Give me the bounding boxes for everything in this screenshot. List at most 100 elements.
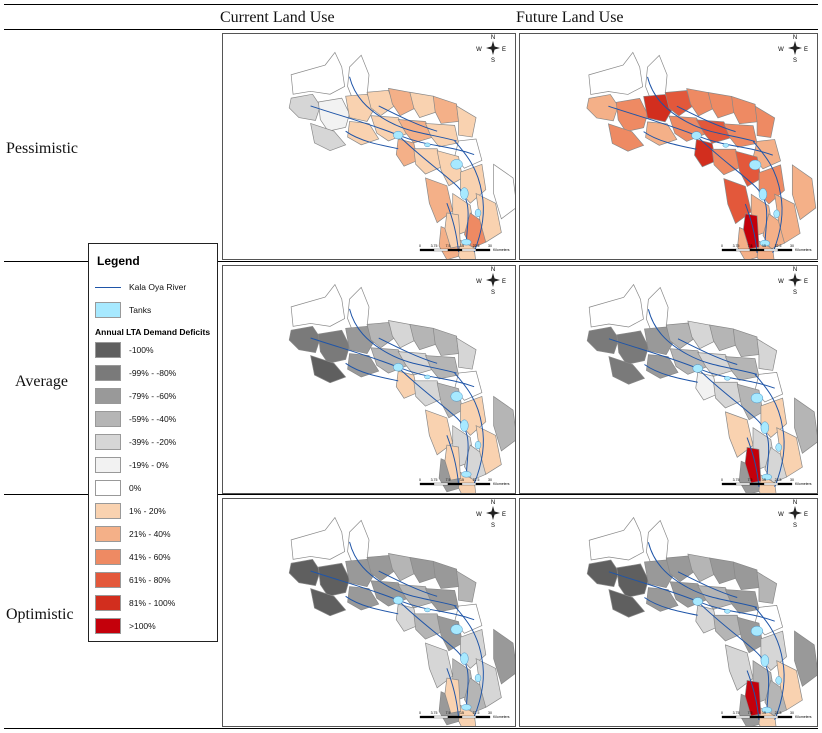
sub-catchment <box>290 283 346 327</box>
sub-catchment <box>586 94 619 122</box>
river-line <box>772 194 783 254</box>
north-arrow-label: E <box>502 512 506 518</box>
sub-catchment <box>409 91 438 118</box>
column-header-current: Current Land Use <box>220 9 335 26</box>
legend-tanks-label: Tanks <box>129 305 152 315</box>
north-arrow-label: N <box>491 500 495 506</box>
scale-tick-label: 22.5 <box>473 478 480 482</box>
sub-catchment <box>454 138 483 169</box>
tank <box>775 676 782 685</box>
river-line <box>754 607 784 661</box>
tank <box>692 364 703 373</box>
tank <box>750 625 764 637</box>
north-arrow-label: W <box>778 279 784 285</box>
tank <box>724 376 731 381</box>
sub-catchment <box>588 283 644 328</box>
legend-swatch <box>95 618 121 634</box>
legend-swatch <box>95 480 121 496</box>
sub-catchment <box>616 563 649 598</box>
river-line <box>378 337 438 364</box>
scale-unit-label: Kilometers <box>493 482 510 486</box>
map-panel-average-future: N S E W 0 3.75 7.5 15 22.5 30 Kilometers <box>519 265 818 494</box>
north-arrow-label: S <box>491 58 495 64</box>
sub-catchment <box>310 122 347 152</box>
river-line <box>643 131 697 150</box>
north-arrow-label: W <box>778 47 784 53</box>
tank <box>759 239 771 247</box>
legend-swatch <box>95 526 121 542</box>
scale-tick-label: 30 <box>790 711 794 715</box>
river-line <box>744 203 758 253</box>
river-line <box>647 542 758 608</box>
scale-tick-label: 15 <box>762 244 766 248</box>
legend-class-item: 61% - 80% <box>95 572 171 588</box>
north-arrow-label: N <box>793 267 797 273</box>
scale-tick-label: 15 <box>460 478 464 482</box>
tank <box>761 473 773 481</box>
legend-class-label: -100% <box>129 345 154 355</box>
row-label-optimistic: Optimistic <box>6 606 74 623</box>
sub-catchment <box>290 516 346 560</box>
tank <box>760 654 770 667</box>
tank-swatch <box>95 302 121 318</box>
sub-catchment <box>345 558 376 587</box>
sub-catchment <box>318 329 350 364</box>
river-line <box>446 668 460 718</box>
map-panel-pessimistic-future: N S E W 0 3.75 7.5 15 22.5 30 Kilometers <box>519 33 818 260</box>
sub-catchment <box>388 553 417 582</box>
north-arrow-icon: N S E W <box>476 500 506 529</box>
legend-class-item: 21% - 40% <box>95 526 171 542</box>
sub-catchment <box>290 51 346 95</box>
river-line <box>397 599 469 708</box>
sub-catchment <box>686 88 715 117</box>
river-line <box>345 595 399 615</box>
row-divider-2 <box>4 494 818 495</box>
sub-catchment <box>395 138 419 167</box>
tank <box>424 374 431 380</box>
table-bottom-rule <box>4 728 818 729</box>
sub-catchment <box>752 139 781 170</box>
river-line <box>378 105 438 132</box>
sub-catchment <box>694 139 717 168</box>
legend-class-item: -59% - -40% <box>95 411 176 427</box>
river-line <box>349 76 457 142</box>
sub-catchment <box>425 409 454 456</box>
sub-catchment <box>288 93 321 121</box>
sub-catchment <box>456 570 477 603</box>
scale-unit-label: Kilometers <box>795 482 812 486</box>
tank <box>691 131 702 140</box>
legend-deficit-title: Annual LTA Demand Deficits <box>95 327 211 337</box>
sub-catchment <box>695 371 718 401</box>
legend-class-item: 0% <box>95 480 141 496</box>
legend-class-label: -19% - 0% <box>129 460 169 470</box>
scale-tick-label: 3.75 <box>431 711 438 715</box>
map-legend: Legend Kala Oya River Tanks Annual LTA D… <box>88 243 218 642</box>
scale-tick-label: 0 <box>721 711 723 715</box>
tank <box>750 392 764 404</box>
scale-tick-label: 30 <box>790 478 794 482</box>
legend-class-label: 81% - 100% <box>129 598 176 608</box>
scale-tick-label: 22.5 <box>775 244 782 248</box>
map-panel-optimistic-current: N S E W 0 3.75 7.5 15 22.5 30 Kilometers <box>222 498 516 727</box>
tank <box>758 188 768 201</box>
legend-class-label: 41% - 60% <box>129 552 171 562</box>
scale-tick-label: 15 <box>460 711 464 715</box>
river-line <box>473 425 484 485</box>
sub-catchment <box>643 94 674 123</box>
sub-catchment <box>397 351 434 376</box>
north-arrow-label: E <box>502 279 506 285</box>
map-panel-optimistic-future: N S E W 0 3.75 7.5 15 22.5 30 Kilometers <box>519 498 818 727</box>
tank <box>393 130 404 140</box>
legend-swatch <box>95 457 121 473</box>
tank <box>450 391 463 402</box>
scale-unit-label: Kilometers <box>493 715 510 719</box>
north-arrow-label: N <box>793 500 797 506</box>
sub-catchment <box>454 603 483 634</box>
sub-catchment <box>695 604 718 634</box>
scale-tick-label: 30 <box>790 244 794 248</box>
north-arrow-label: N <box>491 267 495 273</box>
north-arrow-label: N <box>491 35 495 41</box>
scale-tick-label: 7.5 <box>446 478 451 482</box>
